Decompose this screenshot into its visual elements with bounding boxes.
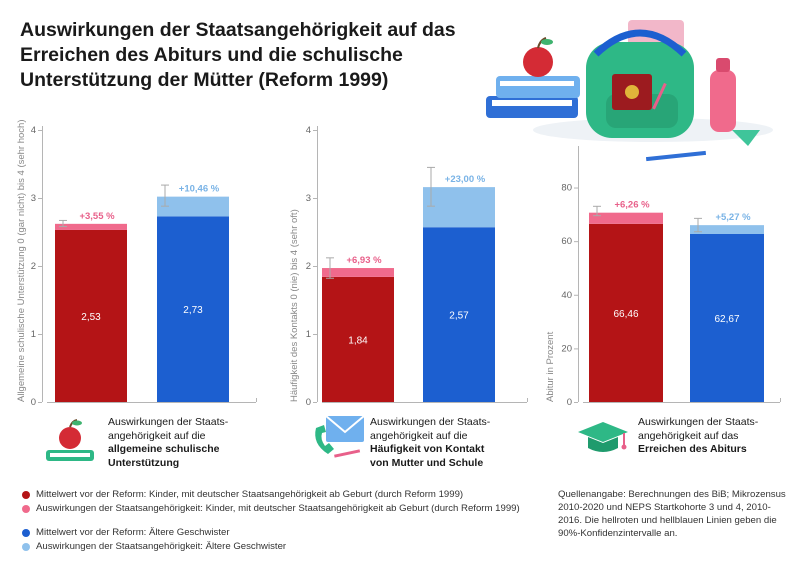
source-note: Quellenangabe: Berechnungen des BiB; Mik… [558,489,786,539]
caption-3-bold-1: Erreichen des Abiturs [638,443,747,455]
increment-label: +6,26 % [614,200,650,211]
caption-2-bold-1: Häufigkeit von Kontakt [370,443,485,455]
caption-1-line-2: angehörigkeit auf die [108,429,206,442]
y-tick-label: 20 [561,343,572,354]
legend-label: Auswirkungen der Staatsangehörigkeit: Äl… [36,541,287,552]
legend-item: Auswirkungen der Staatsangehörigkeit: Ki… [22,502,520,516]
bar-base [423,227,495,402]
increment-label: +6,93 % [346,255,382,266]
y-tick-label: 3 [306,193,311,204]
legend-label: Mittelwert vor der Reform: Kinder, mit d… [36,489,464,500]
legend-dot [22,529,30,537]
increment-label: +5,27 % [715,212,751,223]
y-tick-label: 0 [567,397,572,408]
legend-item: Mittelwert vor der Reform: Kinder, mit d… [22,488,520,502]
y-axis-label-1: Allgemeine schulische Unterstützung 0 (g… [16,119,27,403]
school-illustration-icon [486,20,773,162]
y-tick-label: 4 [31,125,36,136]
legend-item: Mittelwert vor der Reform: Ältere Geschw… [22,526,520,540]
apple-on-book-icon [46,419,94,461]
caption-2-bold-2: von Mutter und Schule [370,456,484,469]
y-tick-label: 2 [31,261,36,272]
caption-1: Auswirkungen der Staats- angehörigkeit a… [108,416,228,470]
y-tick-label: 40 [561,290,572,301]
y-tick-label: 3 [31,193,36,204]
caption-3-line-1: Auswirkungen der Staats- [638,416,759,428]
caption-1-bold-1: allgemeine schulische [108,443,220,455]
bar-value-label: 2,53 [81,312,101,323]
y-tick-label: 60 [561,236,572,247]
bar-increment [690,225,764,234]
caption-2-line-2: angehörigkeit auf die [370,429,468,442]
increment-label: +10,46 % [179,184,220,195]
legend-item: Auswirkungen der Staatsangehörigkeit: Äl… [22,540,520,554]
bar-value-label: 1,84 [348,335,368,346]
y-tick-label: 4 [306,125,311,136]
graduation-cap-icon [578,422,628,452]
legend-label: Mittelwert vor der Reform: Ältere Geschw… [36,527,230,538]
bar-increment [423,187,495,228]
y-tick-label: 1 [306,329,311,340]
legend-label: Auswirkungen der Staatsangehörigkeit: Ki… [36,503,520,514]
caption-1-bold-2: Unterstützung [108,456,180,469]
page-title: Auswirkungen der Staatsangehörigkeit auf… [20,19,456,91]
y-axis-label-3: Abitur in Prozent [545,331,556,402]
caption-2-line-1: Auswirkungen der Staats- [370,416,491,428]
legend-dot [22,505,30,513]
bar-increment [322,268,394,277]
legend-dot [22,543,30,551]
bar-base [589,223,663,402]
phone-envelope-icon [315,415,365,458]
bar-value-label: 2,73 [183,305,203,316]
bar-increment [589,212,663,224]
bar-base [55,229,127,402]
bar-value-label: 2,57 [449,311,469,322]
bar-value-label: 66,46 [613,309,638,320]
caption-1-line-1: Auswirkungen der Staats- [108,416,229,428]
increment-label: +3,55 % [79,211,115,222]
y-tick-label: 0 [306,397,311,408]
bar-base [322,276,394,402]
caption-3: Auswirkungen der Staats- angehörigkeit a… [638,416,758,457]
legend-dot [22,491,30,499]
increment-label: +23,00 % [445,174,486,185]
caption-2: Auswirkungen der Staats- angehörigkeit a… [370,416,490,470]
y-tick-label: 0 [31,397,36,408]
bar-increment [157,196,229,217]
bar-base [157,216,229,402]
bar-increment [55,223,127,230]
bar-base [690,233,764,402]
legend: Mittelwert vor der Reform: Kinder, mit d… [22,488,520,554]
y-tick-label: 1 [31,329,36,340]
charts-canvas: 0 1 2 3 4 2,53 +3,55 % 2,73 +10,46 % 0 1 2 3 4 1,84 +6,… [31,125,781,408]
y-axis-label-2: Häufigkeit des Kontakts 0 (nie) bis 4 (s… [289,209,300,402]
caption-3-line-2: angehörigkeit auf das [638,429,739,442]
y-tick-label: 80 [561,183,572,194]
y-tick-label: 2 [306,261,311,272]
bar-value-label: 62,67 [714,314,739,325]
